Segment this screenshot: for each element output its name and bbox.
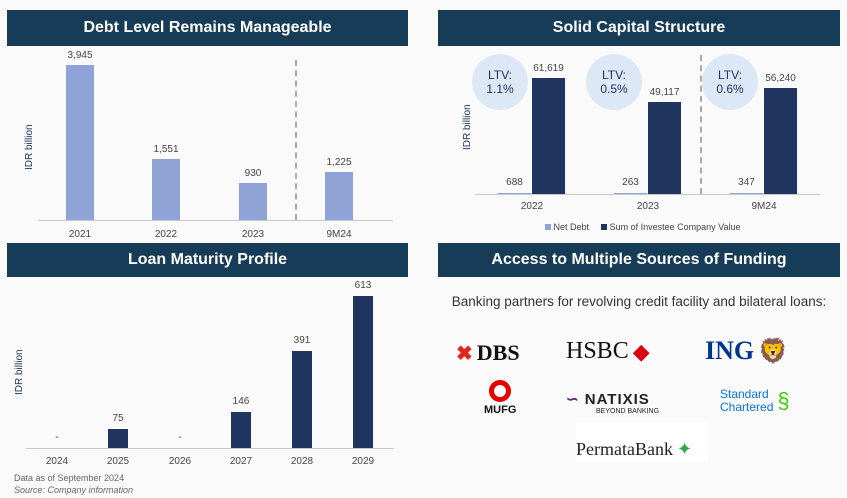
x-tick-label: 2027 — [229, 456, 253, 467]
data-label: 688 — [506, 177, 523, 188]
data-label: 146 — [232, 395, 250, 407]
legend: Net Debt Sum of Investee Company Value — [545, 222, 740, 232]
legend-net-debt: Net Debt — [545, 222, 589, 232]
panel-title-funding: Access to Multiple Sources of Funding — [438, 243, 840, 277]
bar-investee-2022 — [532, 78, 565, 194]
ltv-text: LTV: — [601, 68, 626, 82]
bar-2022 — [152, 159, 180, 220]
y-axis-label: IDR billion — [24, 124, 35, 170]
bar-2025 — [108, 429, 128, 448]
baseline — [26, 448, 394, 449]
data-label: 1,225 — [326, 156, 352, 168]
ltv-bubble: LTV: 0.6% — [702, 54, 758, 110]
ltv-text: 0.5% — [600, 82, 628, 96]
legend-investee: Sum of Investee Company Value — [601, 222, 740, 232]
x-tick-label: 2023 — [636, 201, 660, 212]
data-label: - — [178, 432, 182, 443]
data-label: 613 — [354, 280, 372, 291]
logo-dbs: ✖ DBS — [456, 340, 520, 365]
bar-investee-2023 — [648, 101, 681, 194]
data-label: 61,619 — [533, 63, 564, 74]
data-label: 3,945 — [67, 50, 93, 61]
y-axis-label: IDR billion — [462, 104, 473, 150]
source-note: Source: Company information — [14, 485, 134, 495]
logo-standard-chartered: Standard Chartered § — [720, 387, 790, 414]
baseline — [475, 194, 820, 195]
data-label: 391 — [293, 335, 311, 347]
data-label: 930 — [244, 168, 262, 180]
ltv-text: LTV: — [487, 68, 512, 82]
x-tick-label: 2021 — [68, 229, 92, 240]
divider — [295, 60, 297, 220]
x-tick-label: 9M24 — [751, 201, 777, 212]
logo-ing: ING 🦁 — [705, 336, 789, 365]
bar-2021 — [66, 65, 94, 220]
logo-permata: PermataBank ✦ — [576, 422, 708, 462]
ltv-bubble: LTV: 0.5% — [586, 54, 642, 110]
panel-title-debt: Debt Level Remains Manageable — [7, 10, 408, 46]
bar-2028 — [292, 351, 312, 448]
data-label: 75 — [112, 413, 124, 425]
y-axis-label: IDR billion — [14, 349, 25, 395]
logo-natixis: ∽ NATIXIS BEYOND BANKING — [566, 391, 660, 415]
funding-subtitle: Banking partners for revolving credit fa… — [451, 294, 827, 309]
baseline — [38, 220, 393, 221]
x-tick-label: 2028 — [290, 456, 314, 467]
x-tick-label: 9M24 — [326, 229, 352, 240]
panel-title-capital: Solid Capital Structure — [438, 10, 840, 46]
x-tick-label: 2025 — [106, 456, 130, 467]
x-tick-label: 2029 — [351, 456, 375, 467]
x-tick-label: 2022 — [154, 229, 178, 240]
bar-net-debt-2022 — [498, 192, 531, 194]
x-tick-label: 2023 — [241, 229, 265, 240]
logo-mufg: MUFG — [484, 380, 516, 416]
bar-investee-9M24 — [764, 88, 797, 194]
data-label: 347 — [738, 177, 755, 188]
ltv-bubble: LTV: 1.1% — [472, 54, 528, 110]
bar-9M24 — [325, 171, 353, 220]
ltv-text: LTV: — [717, 68, 742, 82]
data-label: 1,551 — [153, 144, 179, 156]
bar-net-debt-2023 — [614, 192, 647, 194]
bar-2029 — [353, 296, 373, 448]
x-tick-label: 2026 — [168, 456, 192, 467]
data-label: 49,117 — [649, 86, 680, 98]
data-label: 56,240 — [765, 73, 796, 85]
data-label: 263 — [622, 177, 639, 188]
bar-net-debt-9M24 — [730, 192, 763, 194]
divider — [700, 55, 702, 194]
logo-hsbc: HSBC ◆ — [566, 338, 650, 364]
ltv-text: 0.6% — [716, 82, 744, 96]
ltv-text: 1.1% — [486, 82, 514, 96]
data-note: Data as of September 2024 — [14, 473, 125, 483]
x-tick-label: 2024 — [45, 456, 69, 467]
bar-2023 — [239, 183, 267, 220]
panel-title-maturity: Loan Maturity Profile — [7, 243, 408, 277]
x-tick-label: 2022 — [520, 201, 544, 212]
bar-2027 — [231, 411, 251, 448]
data-label: - — [55, 432, 59, 443]
